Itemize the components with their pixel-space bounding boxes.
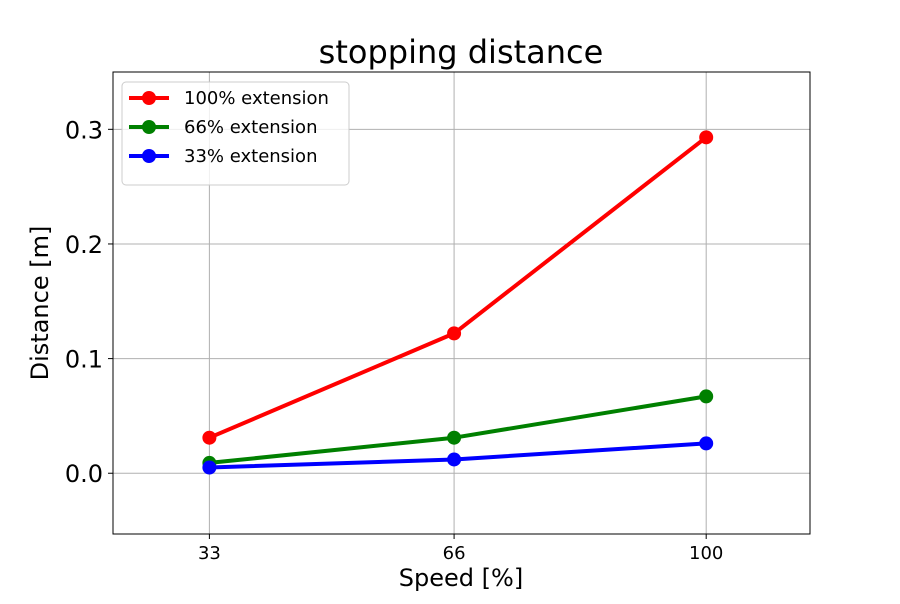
- x-tick-label: 66: [443, 543, 466, 564]
- legend-marker: [142, 120, 156, 134]
- axis-ticks: 33 66 100 0.0 0.1 0.2 0.3: [65, 116, 724, 564]
- legend-item: 66% extension: [129, 117, 317, 138]
- data-point: [447, 326, 462, 341]
- legend-label: 100% extension: [184, 88, 329, 109]
- legend-label: 33% extension: [184, 146, 317, 167]
- series-2: [202, 436, 714, 475]
- x-tick-label: 33: [198, 543, 221, 564]
- legend-marker: [142, 91, 156, 105]
- y-tick-label: 0.3: [65, 116, 103, 144]
- data-point: [447, 452, 462, 467]
- y-tick-label: 0.1: [65, 346, 103, 374]
- legend-item: 100% extension: [129, 88, 329, 109]
- legend: 100% extension 66% extension 33% extension: [121, 81, 350, 186]
- data-point: [447, 430, 462, 445]
- series-layer: [202, 130, 714, 475]
- y-axis-label: Distance [m]: [26, 226, 54, 381]
- data-point: [699, 436, 714, 451]
- x-axis-label: Speed [%]: [399, 564, 523, 592]
- legend-box: [121, 81, 350, 186]
- y-tick-label: 0.2: [65, 231, 103, 259]
- chart-title: stopping distance: [319, 33, 604, 71]
- y-tick-label: 0.0: [65, 460, 103, 488]
- legend-item: 33% extension: [129, 146, 317, 167]
- legend-label: 66% extension: [184, 117, 317, 138]
- series-0: [202, 130, 714, 445]
- legend-marker: [142, 149, 156, 163]
- x-tick-label: 100: [689, 543, 723, 564]
- data-point: [699, 389, 714, 404]
- data-point: [202, 460, 217, 475]
- data-point: [699, 130, 714, 145]
- plot-area-frame: [112, 71, 811, 535]
- data-point: [202, 430, 217, 445]
